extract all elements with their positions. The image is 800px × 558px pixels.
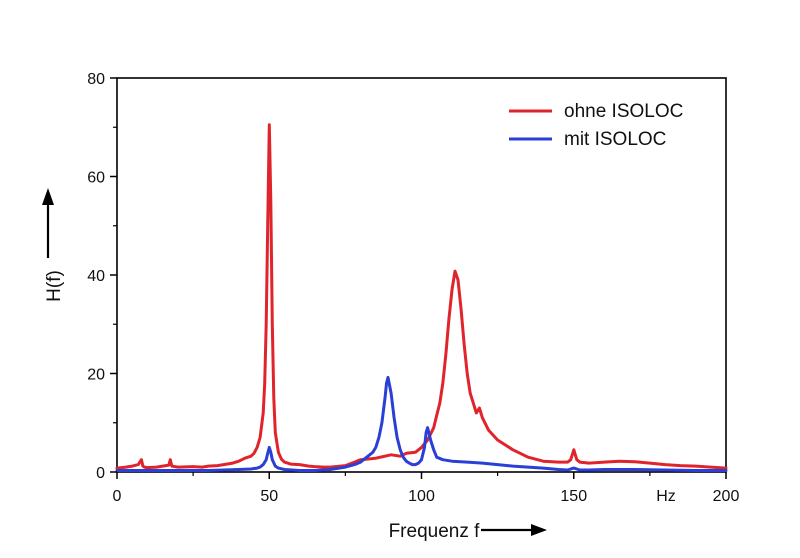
series-line-ohne-isoloc	[115, 123, 728, 470]
legend-label-ohne-isoloc: ohne ISOLOC	[564, 101, 683, 122]
legend: ohne ISOLOC mit ISOLOC	[509, 101, 683, 150]
series-line-mit-isoloc	[115, 375, 728, 472]
y-axis-title: H(f)	[44, 270, 65, 302]
x-tick-label: 150	[560, 488, 587, 505]
y-axis-arrowhead	[42, 188, 54, 205]
x-tick-label: 100	[408, 488, 435, 505]
x-tick-label: 50	[260, 488, 278, 505]
x-tick-label: 200	[713, 488, 740, 505]
x-tick-label: 0	[113, 488, 122, 505]
y-tick-label: 0	[96, 465, 105, 482]
y-axis: 0 20 40 60 80	[87, 71, 117, 482]
x-unit-label: Hz	[656, 488, 676, 505]
series-layer	[115, 123, 728, 472]
y-tick-label: 40	[87, 268, 105, 285]
y-tick-label: 20	[87, 367, 105, 384]
x-axis-arrowhead	[531, 524, 547, 536]
y-tick-label: 80	[87, 71, 105, 88]
y-tick-label: 60	[87, 170, 105, 187]
x-axis-title: Frequenz f	[389, 521, 481, 542]
legend-label-mit-isoloc: mit ISOLOC	[564, 129, 666, 150]
x-axis: 0 50 100 150 200	[113, 472, 740, 505]
